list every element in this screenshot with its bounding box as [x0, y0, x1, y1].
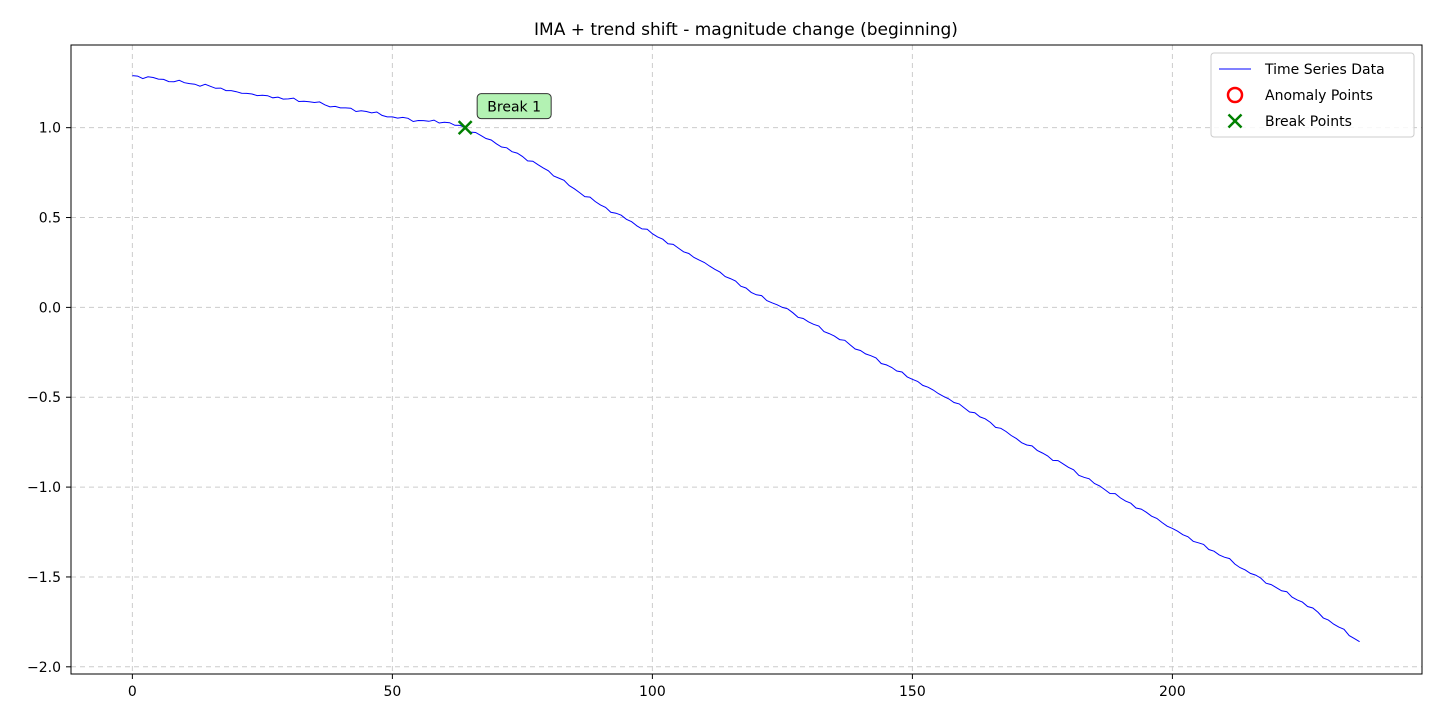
legend-label: Time Series Data: [1264, 62, 1385, 78]
legend-circle-swatch: [1226, 86, 1244, 104]
break-annotation-box: [476, 93, 552, 120]
series-line-time-series-data: [132, 75, 1360, 643]
marker-layer: [457, 120, 473, 136]
chart-title: IMA + trend shift - magnitude change (be…: [534, 20, 958, 40]
plot-frame: [70, 44, 1423, 675]
y-tick-label: −1.0: [27, 480, 61, 496]
legend: Time Series Data Anomaly Points Break Poin…: [1210, 52, 1415, 138]
series-layer: [132, 75, 1360, 643]
legend-label: Break Points: [1265, 114, 1352, 130]
break-annotation-label: Break 1: [487, 100, 541, 116]
grid: [71, 45, 1422, 674]
legend-label: Anomaly Points: [1265, 88, 1373, 104]
y-tick-label: 1.0: [39, 121, 61, 137]
x-tick-label: 200: [1159, 684, 1186, 700]
y-tick-label: 0.5: [39, 211, 61, 227]
break-marker-stroke: [457, 120, 473, 136]
x-tick-label: 50: [383, 684, 401, 700]
x-tick-label: 150: [899, 684, 926, 700]
y-tick-label: −1.5: [27, 570, 61, 586]
axes: 0 50 100 150 200 −2.0 −1.5 −1.0 −0.5 0.0 0.5 1.0: [27, 44, 1423, 700]
y-tick-label: 0.0: [39, 300, 61, 316]
legend-x-swatch: [1227, 113, 1243, 129]
annotations: Break 1: [476, 93, 552, 120]
y-tick-label: −0.5: [27, 390, 61, 406]
break-point-marker: [457, 120, 473, 136]
y-tick-label: −2.0: [27, 660, 61, 676]
x-tick-label: 0: [128, 684, 137, 700]
legend-box: [1210, 52, 1415, 138]
x-tick-label: 100: [639, 684, 666, 700]
